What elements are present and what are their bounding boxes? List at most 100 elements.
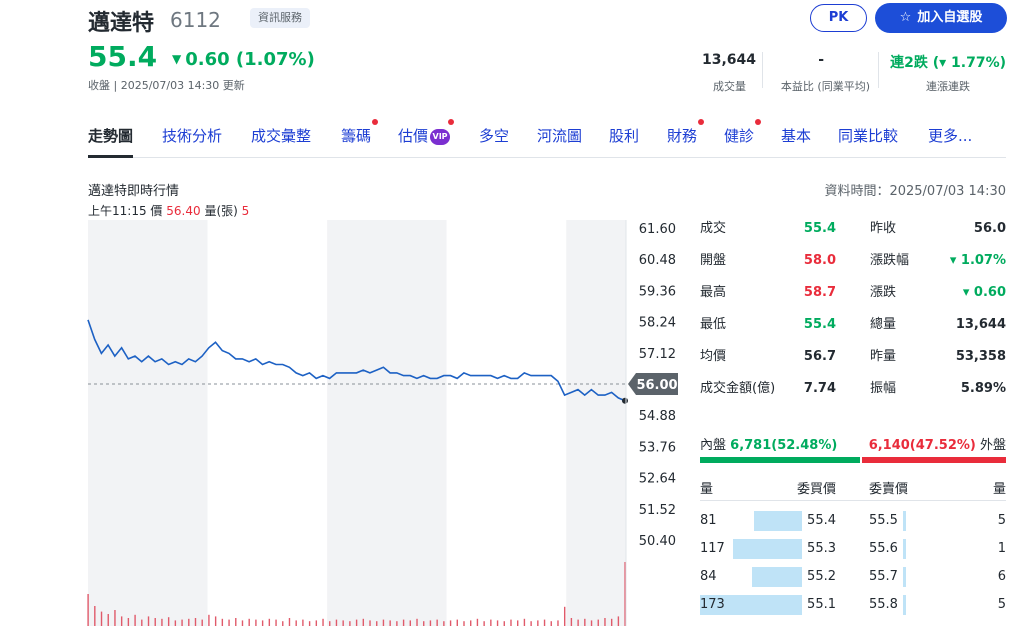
volume-bar: [449, 620, 452, 626]
volume-bar: [563, 606, 566, 626]
volume-bar: [329, 621, 331, 626]
notification-dot: [698, 119, 705, 125]
y-tick-label: 58.24: [639, 316, 676, 331]
inner-volume-bar: [700, 457, 860, 463]
volume-bar: [147, 616, 150, 626]
stock-code: 6112: [170, 8, 221, 32]
tab-financials[interactable]: 財務: [667, 119, 705, 158]
tab-bull-bear[interactable]: 多空: [479, 127, 510, 145]
reference-price-tag: [628, 373, 678, 395]
quote-right-label: 總量: [870, 317, 897, 332]
tab-chips[interactable]: 籌碼: [341, 119, 379, 158]
y-tick-label: 57.12: [639, 347, 676, 362]
volume-bar: [188, 618, 190, 626]
volume-bar: [161, 618, 163, 626]
volume-bar: [517, 620, 519, 626]
volume-bar: [362, 618, 365, 626]
bid-volume: 81: [700, 513, 717, 528]
volume-bar: [107, 614, 109, 626]
volume-bar: [268, 618, 271, 626]
price-change: ▼ 0.60 (1.07%): [172, 49, 315, 70]
ask-volume: 6: [997, 569, 1006, 584]
inner-value: 6,781(52.48%): [730, 438, 838, 453]
ask-volume: 5: [997, 597, 1006, 612]
volume-bar: [416, 618, 418, 626]
bid-price: 55.3: [807, 541, 836, 556]
volume-bar: [335, 619, 338, 626]
tab-trades[interactable]: 成交彙整: [251, 127, 312, 145]
ask-price: 55.7: [869, 569, 898, 584]
volume-bar: [436, 619, 438, 626]
volume-bar: [355, 619, 358, 626]
tab-dividend[interactable]: 股利: [609, 127, 640, 145]
volume-bar: [429, 620, 432, 626]
tab-valuation[interactable]: 估價 VIP: [398, 119, 455, 158]
quote-left-value: 58.0: [803, 253, 836, 268]
pe-label: 本益比 (同業平均): [780, 80, 870, 93]
volume-bar: [624, 562, 626, 626]
volume-bar: [241, 620, 244, 626]
volume-bar: [181, 619, 183, 626]
bid-volume-bar: [700, 595, 802, 615]
volume-bar: [496, 620, 499, 626]
tab-technical[interactable]: 技術分析: [162, 127, 223, 145]
pe-value: -: [818, 52, 824, 68]
volume-bar: [308, 621, 311, 626]
quote-right-row: 漲跌幅 ▾ 1.07%: [870, 245, 1006, 277]
y-tick-label: 52.64: [639, 472, 676, 487]
volume-bar: [94, 606, 96, 626]
volume-bar: [617, 616, 620, 626]
divider: [762, 52, 763, 88]
chart-band: [327, 220, 447, 626]
outer-label: 外盤: [979, 438, 1006, 453]
volume-bar: [228, 619, 230, 626]
notification-dot: [372, 119, 379, 125]
chart-band: [566, 220, 626, 626]
volume-bar: [201, 619, 203, 626]
tab-valuation-label: 估價: [398, 127, 429, 145]
volume-bar: [295, 620, 297, 626]
volume-bar: [194, 618, 197, 626]
ask-price: 55.6: [869, 541, 898, 556]
orderbook-row: 84 55.2 55.7 6: [700, 563, 1006, 591]
ask-volume-bar: [903, 567, 906, 587]
stock-name: 邁達特: [88, 11, 155, 36]
tab-more[interactable]: 更多...: [928, 127, 973, 145]
y-tick-label: 51.52: [639, 503, 676, 518]
volume-bar: [208, 614, 210, 626]
hover-price: 56.40: [166, 204, 201, 218]
quote-right-value: ▾ 0.60: [962, 285, 1006, 300]
quote-left-row: 最高 58.7: [700, 277, 836, 309]
volume-bar: [114, 610, 116, 626]
tab-river-chart[interactable]: 河流圖: [537, 127, 583, 145]
industry-tag[interactable]: 資訊服務: [250, 8, 310, 28]
quote-left-value: 55.4: [803, 221, 836, 236]
volume-bar: [537, 620, 539, 626]
pk-button[interactable]: PK: [810, 4, 867, 32]
volume-bar: [221, 618, 224, 626]
volume-bar: [342, 620, 344, 626]
quote-right-row: 漲跌 ▾ 0.60: [870, 277, 1006, 309]
quote-left-value: 7.74: [803, 381, 836, 396]
bid-volume: 173: [700, 597, 725, 612]
tab-health[interactable]: 健診: [724, 119, 762, 158]
streak-value: 連2跌 (▾ 1.77%): [890, 55, 1006, 71]
tab-basic[interactable]: 基本: [781, 127, 812, 145]
add-watchlist-button[interactable]: ☆ 加入自選股: [875, 3, 1007, 33]
bid-price-header: 委買價: [796, 482, 836, 497]
volume-bar: [523, 618, 526, 626]
volume-bar: [470, 620, 472, 626]
ask-price: 55.8: [869, 597, 898, 612]
volume-bar: [590, 620, 593, 626]
volume-bar: [275, 619, 277, 626]
y-tick-label: 50.40: [639, 534, 676, 549]
chart-band: [207, 220, 328, 626]
tab-peer-compare[interactable]: 同業比較: [838, 127, 899, 145]
ask-volume-bar: [903, 511, 906, 531]
tab-trend[interactable]: 走勢圖: [88, 122, 134, 158]
quote-right-value: 56.0: [973, 221, 1006, 236]
ask-volume-header: 量: [992, 482, 1006, 497]
volume-bar: [604, 618, 606, 626]
bid-volume: 117: [700, 541, 725, 556]
